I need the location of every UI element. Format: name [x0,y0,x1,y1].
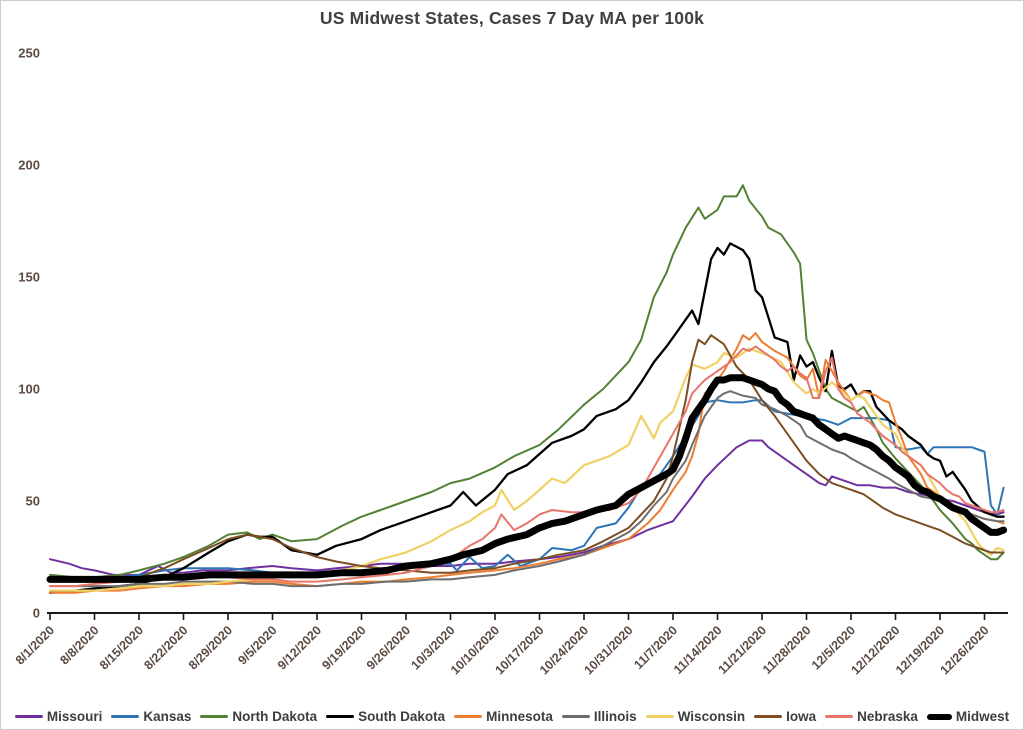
legend-label-minnesota: Minnesota [486,709,553,724]
legend-item-missouri: Missouri [14,709,103,724]
x-axis-label: 12/26/2020 [937,623,991,677]
y-axis-label: 50 [26,494,40,509]
legend-item-north-dakota: North Dakota [200,709,317,724]
y-axis-label: 100 [18,382,40,397]
legend-swatch-wisconsin [645,715,674,718]
x-axis-label: 11/28/2020 [760,623,814,677]
y-axis-label: 0 [33,606,40,621]
x-axis-label: 9/5/2020 [235,623,279,667]
series-line-north-dakota [49,184,1005,579]
legend-swatch-midwest [926,713,952,720]
legend-label-iowa: Iowa [786,709,817,724]
x-axis-label: 8/15/2020 [97,623,146,672]
chart-title: US Midwest States, Cases 7 Day MA per 10… [319,8,705,28]
series-line-illinois [49,390,1005,588]
x-axis-label: 9/12/2020 [275,623,324,672]
legend-item-south-dakota: South Dakota [326,709,445,724]
legend-swatch-north-dakota [200,715,229,718]
x-axis-label: 8/1/2020 [13,623,57,667]
x-axis-label: 9/19/2020 [319,623,368,672]
legend-swatch-illinois [561,715,590,718]
legend-item-kansas: Kansas [111,709,191,724]
legend: Missouri Kansas North Dakota South Dakota Mi… [0,709,1024,724]
legend-item-illinois: Illinois [561,709,637,724]
y-axis-label: 200 [18,158,40,173]
legend-swatch-missouri [14,715,43,718]
legend-label-missouri: Missouri [46,709,103,724]
series-line-missouri [49,439,1005,576]
y-axis-label: 250 [18,46,40,61]
series-line-nebraska [49,345,1005,588]
legend-swatch-nebraska [825,715,854,718]
x-axis-label: 9/26/2020 [364,623,413,672]
legend-item-wisconsin: Wisconsin [645,709,746,724]
y-axis-label: 150 [18,270,40,285]
legend-label-nebraska: Nebraska [857,709,918,724]
legend-item-nebraska: Nebraska [825,709,918,724]
x-axis-label: 8/8/2020 [57,623,101,667]
legend-label-south-dakota: South Dakota [358,709,446,724]
legend-item-midwest: Midwest [926,709,1010,724]
legend-label-illinois: Illinois [593,709,637,724]
legend-label-north-dakota: North Dakota [232,709,318,724]
series-line-midwest [46,374,1008,583]
series-line-iowa [49,334,1005,583]
chart-canvas: 0 50 100 150 200 250 8/1/2020 8/8/20208/15/2020… [13,46,1008,677]
legend-label-midwest: Midwest [955,709,1010,724]
x-axis-label: 8/22/2020 [141,623,190,672]
x-axis-label: 8/29/2020 [186,623,235,672]
legend-item-minnesota: Minnesota [454,709,553,724]
legend-swatch-kansas [111,715,140,718]
legend-swatch-south-dakota [326,715,355,718]
legend-label-kansas: Kansas [143,709,192,724]
legend-label-wisconsin: Wisconsin [677,709,746,724]
legend-item-iowa: Iowa [754,709,816,724]
legend-swatch-minnesota [454,715,483,718]
x-axis-label: 10/31/2020 [581,623,635,677]
legend-swatch-iowa [754,715,783,718]
